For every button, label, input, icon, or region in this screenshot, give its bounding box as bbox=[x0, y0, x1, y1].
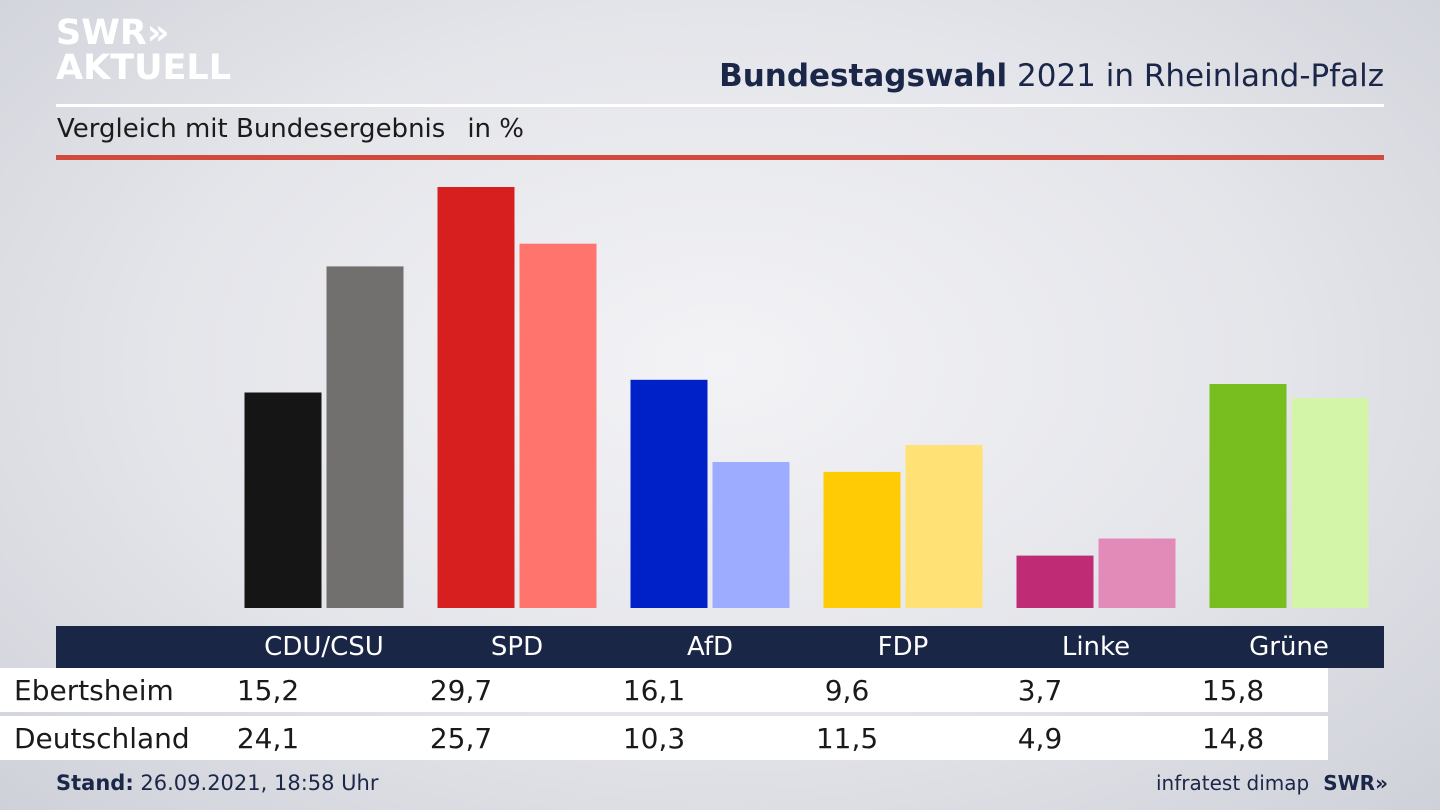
value-cell: 11,5 bbox=[815, 721, 879, 755]
bar-spd-deutschland bbox=[519, 243, 597, 608]
table-row-deutschland: Deutschland 24,1 25,7 10,3 11,5 4,9 14,8 bbox=[0, 716, 1328, 760]
subtitle-rule bbox=[56, 155, 1384, 160]
value-cell: 24,1 bbox=[236, 721, 300, 755]
subtitle-text: Vergleich mit Bundesergebnis bbox=[57, 114, 446, 144]
value-cell: 9,6 bbox=[824, 673, 870, 707]
bar-cdu-csu-deutschland bbox=[326, 266, 404, 608]
value-cell: 14,8 bbox=[1201, 721, 1265, 755]
bar-fdp-ebertsheim bbox=[823, 471, 901, 608]
results-table: CDU/CSU SPD AfD FDP Linke Grüne bbox=[56, 626, 1384, 668]
bar-cdu-csu-ebertsheim bbox=[244, 392, 322, 608]
row-label: Ebertsheim bbox=[14, 673, 174, 707]
header-cell: SPD bbox=[490, 632, 544, 662]
value-cell: 15,2 bbox=[236, 673, 300, 707]
bar-gr-ne-deutschland bbox=[1291, 398, 1369, 608]
title-rest: 2021 in Rheinland-Pfalz bbox=[1007, 58, 1384, 94]
bar-spd-ebertsheim bbox=[437, 187, 515, 608]
timestamp: Stand: 26.09.2021, 18:58 Uhr bbox=[56, 771, 379, 795]
header-cell: FDP bbox=[877, 632, 929, 662]
value-cell: 4,9 bbox=[1017, 721, 1063, 755]
header-cell: Linke bbox=[1061, 632, 1131, 662]
value-cell: 16,1 bbox=[622, 673, 686, 707]
bar-fdp-deutschland bbox=[905, 445, 983, 608]
bar-gr-ne-ebertsheim bbox=[1209, 384, 1287, 608]
header-cell: Grüne bbox=[1249, 632, 1329, 662]
bar-linke-deutschland bbox=[1098, 538, 1176, 608]
title-bold: Bundestagswahl bbox=[719, 58, 1008, 94]
header-cell: AfD bbox=[686, 632, 734, 662]
bar-chart bbox=[244, 187, 1369, 608]
value-cell: 15,8 bbox=[1201, 673, 1265, 707]
table-row-ebertsheim: Ebertsheim 15,2 29,7 16,1 9,6 3,7 15,8 bbox=[0, 668, 1328, 712]
page-title: Bundestagswahl 2021 in Rheinland-Pfalz bbox=[719, 58, 1384, 94]
table-header: CDU/CSU SPD AfD FDP Linke Grüne bbox=[56, 626, 1384, 668]
value-cell: 3,7 bbox=[1017, 673, 1063, 707]
bar-afd-deutschland bbox=[712, 462, 790, 608]
swr-chevrons: » bbox=[1375, 771, 1388, 795]
source-credit: infratest dimap SWR» bbox=[1156, 771, 1388, 795]
bar-afd-ebertsheim bbox=[630, 379, 708, 608]
bar-linke-ebertsheim bbox=[1016, 555, 1094, 608]
source-text: infratest dimap bbox=[1156, 771, 1310, 795]
unit-label: in % bbox=[467, 114, 524, 144]
header-cell: CDU/CSU bbox=[264, 632, 384, 662]
swr-brand: SWR bbox=[1323, 771, 1376, 795]
value-cell: 29,7 bbox=[429, 673, 493, 707]
row-label: Deutschland bbox=[14, 721, 190, 755]
chart-subtitle: Vergleich mit Bundesergebnis in % bbox=[57, 114, 524, 144]
header-divider bbox=[56, 104, 1384, 107]
value-cell: 25,7 bbox=[429, 721, 493, 755]
value-cell: 10,3 bbox=[622, 721, 686, 755]
swr-aktuell-logo: SWR» AKTUELL bbox=[56, 13, 232, 88]
